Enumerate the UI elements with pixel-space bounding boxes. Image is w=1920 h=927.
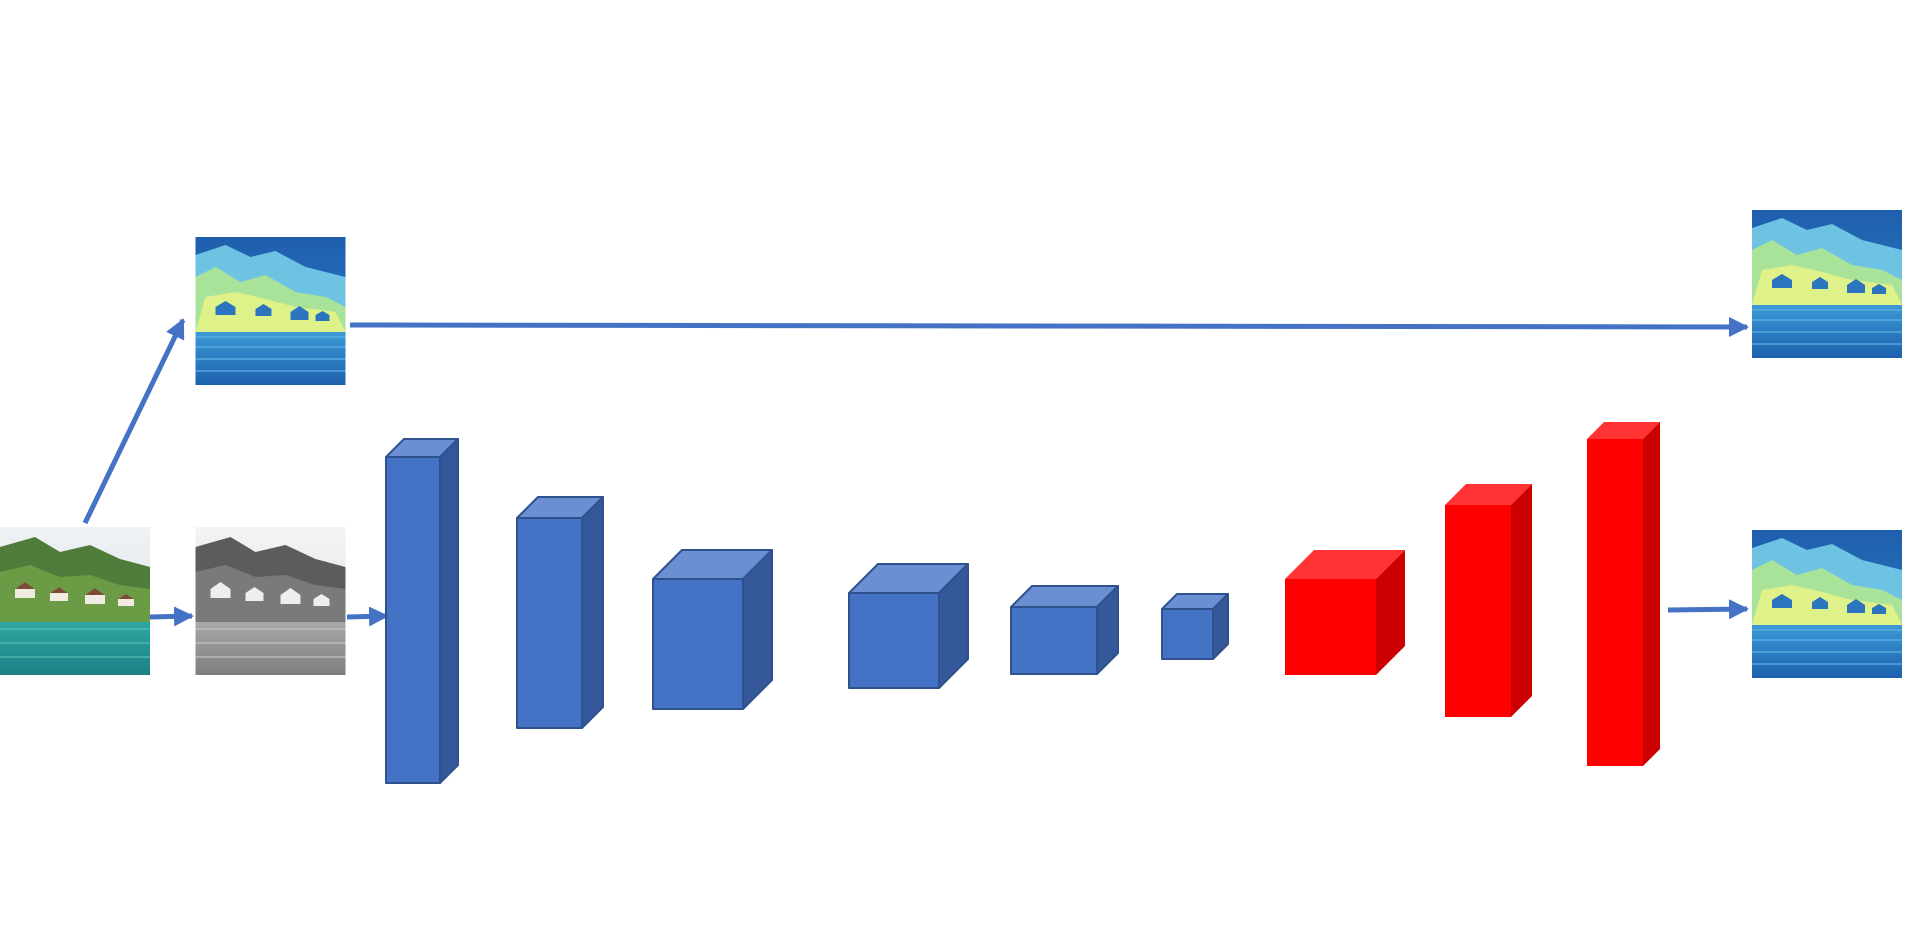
input-color-image — [0, 527, 150, 675]
decoder-block-3 — [1587, 422, 1660, 766]
grayscale-image — [195, 527, 346, 675]
intermediate-blue-map — [195, 237, 346, 385]
arrow-to-intermediate — [82, 318, 186, 525]
encoder-block-2 — [516, 496, 604, 729]
arrow-to-output — [1667, 599, 1749, 620]
encoder-block-6 — [1161, 593, 1229, 660]
encoder-block-4 — [848, 563, 969, 689]
encoder-block-5 — [1010, 585, 1119, 675]
output-decoder-map — [1752, 530, 1902, 678]
encoder-block-1 — [385, 438, 459, 784]
decoder-block-2 — [1445, 484, 1532, 717]
skip-connection-arrow — [349, 316, 1749, 337]
encoder-block-3 — [652, 549, 773, 710]
arrow-to-grayscale — [149, 606, 194, 627]
output-skip-map — [1752, 210, 1902, 358]
decoder-block-1 — [1285, 550, 1405, 675]
arrow-to-encoder — [346, 606, 389, 627]
